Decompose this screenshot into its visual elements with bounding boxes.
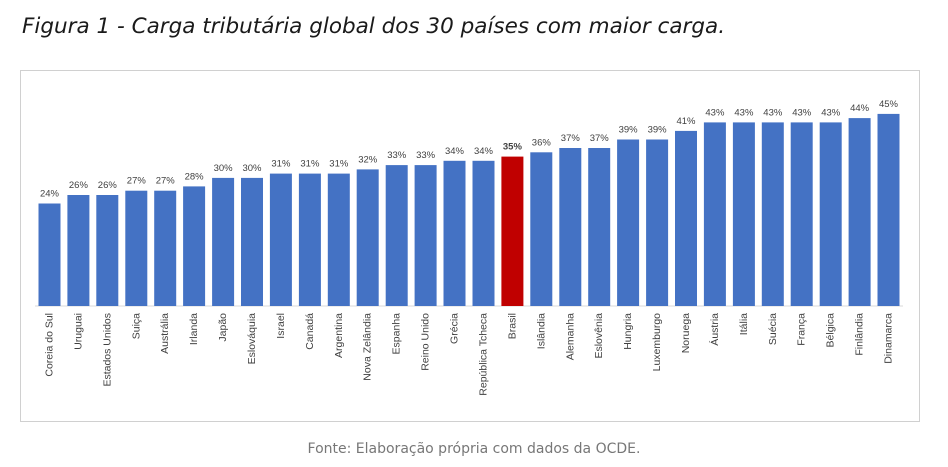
value-label: 32%: [358, 154, 378, 165]
value-label: 37%: [561, 133, 581, 144]
x-tick-label: República Tcheca: [478, 313, 490, 396]
value-label: 35%: [503, 142, 523, 153]
x-tick-label: Brasil: [506, 313, 518, 339]
value-label: 27%: [127, 176, 147, 187]
bar-austrália: [154, 190, 177, 306]
value-label: 31%: [271, 159, 291, 170]
x-tick-label: Canadá: [304, 313, 316, 350]
bar-alemanha: [559, 148, 582, 306]
value-label: 43%: [792, 107, 812, 118]
x-tick-label: Irlanda: [188, 313, 200, 345]
x-tick-label: França: [796, 313, 808, 346]
x-tick-label: Suiça: [130, 313, 142, 339]
value-label: 30%: [214, 163, 234, 174]
value-label: 44%: [850, 103, 870, 114]
x-tick-label: Eslovênia: [593, 313, 605, 359]
x-tick-label: Finlândia: [854, 313, 866, 356]
bar-eslováquia: [241, 177, 263, 306]
x-tick-label: Grécia: [449, 313, 461, 344]
bar-chart: 24% 26% 26% 27% 27% 28% 30% 30% 31% 31% 31% 32% 33% 3…: [35, 99, 903, 396]
bar-república-tcheca: [472, 160, 495, 306]
bar-suiça: [125, 190, 148, 306]
bars-group: [38, 113, 900, 307]
value-label: 43%: [763, 107, 783, 118]
x-tick-label: Dinamarca: [883, 313, 895, 364]
x-tick-label: Alemanha: [564, 313, 576, 360]
x-tick-label: Luxemburgo: [651, 313, 663, 372]
bar-canadá: [298, 173, 321, 306]
x-tick-label: Itália: [738, 313, 750, 335]
bar-suécia: [761, 122, 784, 307]
x-tick-label: Estados Unidos: [101, 313, 113, 387]
bar-israel: [269, 173, 292, 306]
value-label: 34%: [474, 146, 494, 157]
bar-itália: [732, 122, 755, 307]
bar-islândia: [530, 152, 553, 306]
x-tick-label: Nova Zelândia: [362, 313, 374, 381]
value-label: 33%: [416, 150, 436, 161]
x-tick-label: Austrália: [159, 313, 171, 354]
bar-bélgica: [819, 122, 842, 307]
value-label: 30%: [242, 163, 262, 174]
bar-dinamarca: [877, 113, 900, 307]
value-label: 28%: [185, 171, 205, 182]
bar-japão: [212, 177, 235, 306]
bar-grécia: [443, 160, 466, 306]
x-tick-label: Japão: [217, 313, 229, 342]
bar-áustria: [703, 122, 726, 307]
bar-frança: [790, 122, 813, 307]
value-label: 45%: [879, 99, 899, 110]
value-label: 43%: [705, 107, 725, 118]
value-label: 31%: [329, 159, 349, 170]
value-label: 33%: [387, 150, 407, 161]
x-tick-label: Espanha: [391, 313, 403, 355]
value-label: 41%: [676, 116, 696, 127]
value-label: 39%: [648, 125, 668, 136]
value-label: 31%: [300, 159, 320, 170]
bar-nova-zelândia: [356, 169, 379, 306]
value-label: 36%: [532, 137, 552, 148]
x-tick-label: Uruguai: [72, 313, 84, 350]
value-label: 43%: [821, 107, 841, 118]
x-tick-label: Islândia: [535, 313, 547, 349]
bar-noruega: [675, 130, 697, 306]
x-tick-label: Suécia: [767, 313, 779, 345]
x-tick-labels-group: Coreia do Sul Uruguai Estados Unidos Suiça A…: [44, 313, 895, 396]
value-label: 39%: [619, 125, 639, 136]
value-label: 43%: [734, 107, 754, 118]
value-label: 26%: [98, 180, 118, 191]
value-label: 26%: [69, 180, 89, 191]
x-tick-label: Hungria: [622, 313, 634, 350]
x-tick-label: Coreia do Sul: [44, 313, 56, 377]
bar-eslovênia: [588, 148, 611, 306]
value-label: 27%: [156, 176, 176, 187]
x-tick-label: Noruega: [680, 313, 692, 353]
bar-estados-unidos: [96, 195, 119, 306]
x-tick-label: Áustria: [708, 313, 721, 346]
bar-argentina: [327, 173, 350, 306]
bar-irlanda: [183, 186, 206, 306]
bar-espanha: [385, 165, 408, 306]
value-labels-group: 24% 26% 26% 27% 27% 28% 30% 30% 31% 31% 31% 32% 33% 3…: [40, 99, 899, 200]
value-label: 24%: [40, 189, 60, 200]
x-tick-label: Israel: [275, 313, 287, 339]
value-label: 37%: [590, 133, 610, 144]
x-tick-label: Bélgica: [825, 313, 837, 348]
bar-uruguai: [67, 195, 90, 306]
x-tick-label: Eslováquia: [246, 313, 258, 365]
bar-reino-unido: [414, 165, 437, 306]
bar-luxemburgo: [646, 139, 669, 306]
bar-hungria: [617, 139, 640, 306]
bar-coreia-do-sul: [38, 203, 61, 306]
bar-finlândia: [848, 118, 871, 306]
figure-title: Figura 1 - Carga tributária global dos 3…: [22, 14, 726, 39]
bar-brasil: [501, 156, 524, 306]
source-note: Fonte: Elaboração própria com dados da O…: [307, 441, 641, 457]
chart-frame: 24% 26% 26% 27% 27% 28% 30% 30% 31% 31% 31% 32% 33% 3…: [20, 70, 920, 422]
x-tick-label: Reino Unido: [420, 313, 432, 371]
x-tick-label: Argentina: [333, 313, 345, 358]
value-label: 34%: [445, 146, 465, 157]
